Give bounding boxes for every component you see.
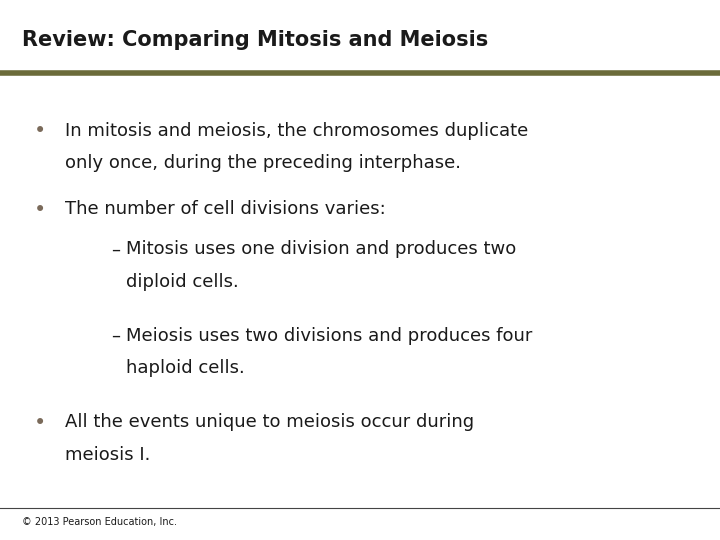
Text: In mitosis and meiosis, the chromosomes duplicate: In mitosis and meiosis, the chromosomes … xyxy=(65,122,528,139)
Text: The number of cell divisions varies:: The number of cell divisions varies: xyxy=(65,200,385,218)
Text: only once, during the preceding interphase.: only once, during the preceding interpha… xyxy=(65,154,461,172)
Text: Meiosis uses two divisions and produces four: Meiosis uses two divisions and produces … xyxy=(126,327,532,345)
Text: •: • xyxy=(33,200,46,220)
Text: –: – xyxy=(112,240,121,258)
Text: © 2013 Pearson Education, Inc.: © 2013 Pearson Education, Inc. xyxy=(22,516,176,526)
Text: •: • xyxy=(33,122,46,141)
Text: –: – xyxy=(112,327,121,345)
Text: meiosis I.: meiosis I. xyxy=(65,446,150,463)
Text: All the events unique to meiosis occur during: All the events unique to meiosis occur d… xyxy=(65,413,474,431)
Text: Review: Comparing Mitosis and Meiosis: Review: Comparing Mitosis and Meiosis xyxy=(22,30,488,50)
Text: haploid cells.: haploid cells. xyxy=(126,359,245,377)
Text: Mitosis uses one division and produces two: Mitosis uses one division and produces t… xyxy=(126,240,516,258)
Text: •: • xyxy=(33,413,46,433)
Text: diploid cells.: diploid cells. xyxy=(126,273,239,291)
